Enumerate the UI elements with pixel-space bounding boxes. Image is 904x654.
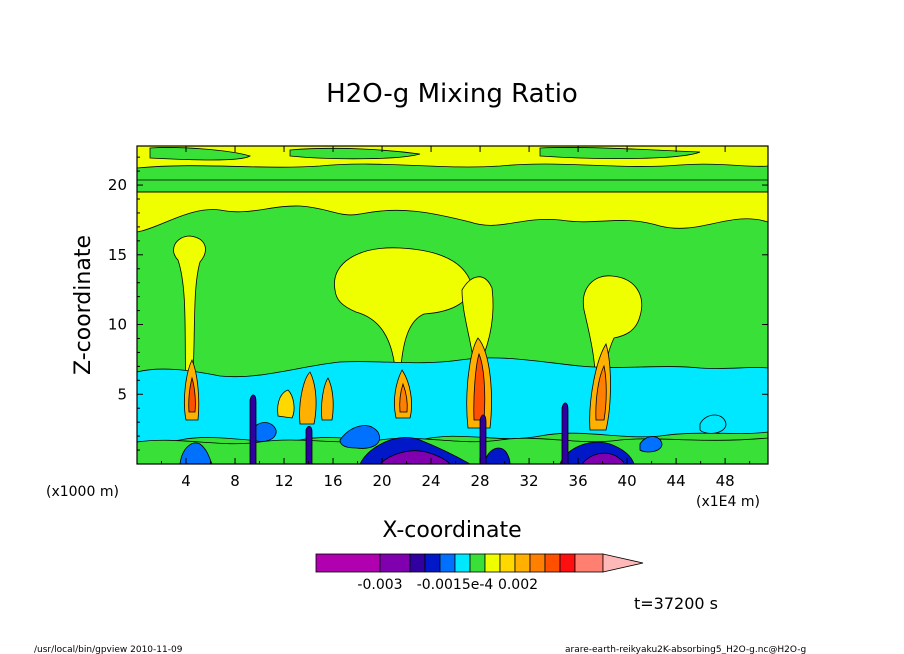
field-yellow-thin-line bbox=[137, 179, 768, 193]
x-tick-label: 44 bbox=[667, 472, 686, 490]
field-dark-tower-4 bbox=[305, 426, 313, 464]
field-green-patch-a bbox=[149, 147, 251, 161]
field-dark-tower-2 bbox=[479, 414, 487, 464]
colorbar-box bbox=[544, 553, 561, 573]
x-tick-label: 16 bbox=[323, 472, 342, 490]
footer-left: /usr/local/bin/gpview 2010-11-09 bbox=[34, 645, 183, 654]
time-label: t=37200 s bbox=[634, 594, 718, 613]
colorbar-tick-label: -0.003 bbox=[357, 577, 402, 593]
chart-title: H2O-g Mixing Ratio bbox=[326, 79, 578, 109]
x-unit-left: (x1000 m) bbox=[46, 484, 119, 500]
x-tick-label: 4 bbox=[181, 472, 191, 490]
colorbar-arrow bbox=[602, 553, 644, 573]
colorbar-box bbox=[469, 553, 486, 573]
field-core-6 bbox=[321, 377, 334, 421]
colorbar-box bbox=[439, 553, 456, 573]
y-tick-label: 15 bbox=[108, 246, 127, 264]
colorbar: -0.003 -0.0015e-4 0.002 bbox=[315, 553, 644, 593]
field-core-4-inner bbox=[595, 364, 607, 421]
colorbar-box bbox=[499, 553, 516, 573]
plot-frame bbox=[136, 145, 769, 465]
colorbar-box bbox=[409, 553, 426, 573]
field-blue-pocket-2 bbox=[339, 425, 380, 449]
y-axis-ticks: 5 10 15 20 bbox=[108, 156, 768, 451]
x-tick-label: 28 bbox=[471, 472, 490, 490]
field-yellow-plume-4 bbox=[461, 276, 494, 365]
colorbar-tick-label: 0.002 bbox=[498, 577, 538, 593]
x-tick-label: 8 bbox=[230, 472, 240, 490]
colorbar-box bbox=[574, 553, 604, 573]
colorbar-box bbox=[454, 553, 471, 573]
field-yellow-plume-1 bbox=[173, 235, 206, 393]
field-purple-pocket-1 bbox=[379, 450, 451, 464]
field-purple-pocket-2 bbox=[581, 452, 625, 464]
field-core-7 bbox=[277, 389, 295, 419]
y-tick-label: 5 bbox=[117, 385, 127, 403]
colorbar-box bbox=[315, 553, 381, 573]
field-blue-pocket-6 bbox=[483, 447, 511, 464]
colorbar-box bbox=[529, 553, 546, 573]
y-tick-label: 10 bbox=[108, 316, 127, 334]
x-unit-right: (x1E4 m) bbox=[696, 494, 760, 510]
y-tick-label: 20 bbox=[108, 176, 127, 194]
x-tick-label: 48 bbox=[716, 472, 735, 490]
footer-right: arare-earth-reikyaku2K-absorbing5_H2O-g.… bbox=[565, 645, 806, 654]
field-core-1-inner bbox=[188, 376, 196, 413]
field-blue-patch-right bbox=[639, 436, 663, 453]
x-tick-label: 24 bbox=[422, 472, 441, 490]
x-axis-label: X-coordinate bbox=[382, 518, 521, 543]
x-axis-ticks: 4 8 12 16 20 24 28 32 36 40 44 48 bbox=[161, 146, 751, 490]
field-core-5 bbox=[299, 371, 317, 425]
field-green-patch-c bbox=[539, 147, 701, 160]
y-axis-label: Z-coordinate bbox=[71, 235, 96, 375]
x-tick-label: 20 bbox=[373, 472, 392, 490]
colorbar-box bbox=[559, 553, 576, 573]
field-blue-pocket-5 bbox=[251, 422, 277, 442]
field-dark-tower-1 bbox=[249, 394, 257, 464]
field-cyan-patch-right bbox=[699, 414, 727, 434]
colorbar-box bbox=[424, 553, 441, 573]
field-green-patch-b bbox=[289, 147, 421, 160]
colorbar-box bbox=[379, 553, 411, 573]
x-tick-label: 40 bbox=[618, 472, 637, 490]
colorbar-tick-label: -0.0015e-4 bbox=[417, 577, 494, 593]
colorbar-box bbox=[514, 553, 531, 573]
field-yellow-plume-2 bbox=[334, 247, 471, 381]
field-green-upper-band bbox=[137, 163, 768, 193]
x-tick-label: 32 bbox=[520, 472, 539, 490]
x-tick-label: 12 bbox=[274, 472, 293, 490]
field-core-2-inner bbox=[399, 382, 408, 413]
colorbar-box bbox=[484, 553, 501, 573]
field-core-3-inner bbox=[473, 352, 486, 421]
x-tick-label: 36 bbox=[569, 472, 588, 490]
plot-area bbox=[137, 146, 768, 464]
field-dark-tower-3 bbox=[561, 402, 569, 464]
